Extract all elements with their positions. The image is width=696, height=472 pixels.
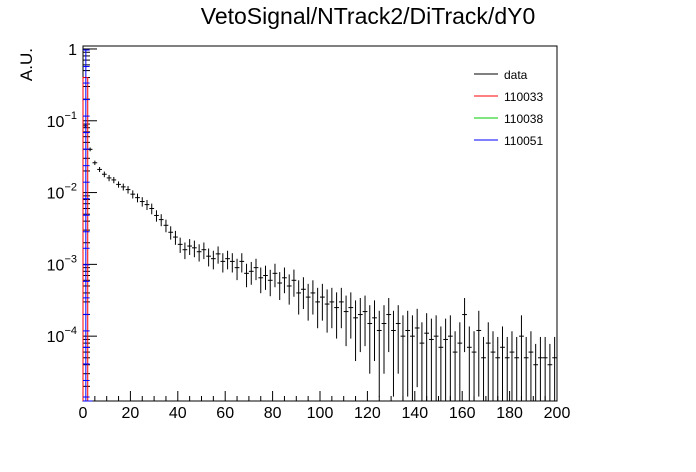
x-tick-label: 80 (264, 405, 282, 422)
y-tick-label: 10−2 (47, 182, 77, 203)
y-axis-label: A.U. (17, 48, 36, 81)
x-tick-label: 200 (544, 405, 571, 422)
series-layer (82, 49, 557, 402)
x-tick-label: 0 (79, 405, 88, 422)
y-tick-base: 10 (47, 186, 65, 203)
x-tick-label: 20 (122, 405, 140, 422)
y-tick-base: 10 (47, 329, 65, 346)
y-tick-label: 10−4 (47, 325, 77, 346)
x-tick-label: 100 (307, 405, 334, 422)
x-tick-label: 160 (449, 405, 476, 422)
chart-title: VetoSignal/NTrack2/DiTrack/dY0 (201, 3, 536, 29)
x-tick-label: 140 (401, 405, 428, 422)
y-tick-base: 10 (47, 114, 65, 131)
x-tick-label: 120 (354, 405, 381, 422)
y-tick-exponent: −3 (64, 253, 77, 265)
legend-label: 110051 (504, 134, 543, 148)
x-tick-label: 180 (496, 405, 523, 422)
y-tick-label: 1 (68, 42, 77, 59)
legend-label: 110033 (504, 90, 543, 104)
series-110051 (83, 49, 93, 402)
legend: data 110033 110038 110051 (474, 68, 543, 148)
series-data (83, 124, 557, 401)
y-tick-label: 10−1 (47, 110, 77, 131)
y-tick-base: 10 (47, 257, 65, 274)
y-tick-exponent: −4 (64, 325, 77, 337)
y-tick-base: 1 (68, 42, 77, 59)
y-axis: 110−110−210−310−4 (47, 42, 97, 387)
x-tick-label: 40 (169, 405, 187, 422)
y-tick-exponent: −2 (64, 182, 77, 194)
x-axis: 0 20 40 60 80 100 120 140 160 180 200 (79, 391, 571, 422)
legend-label: 110038 (504, 112, 543, 126)
y-tick-exponent: −1 (64, 110, 77, 122)
x-tick-label: 60 (216, 405, 234, 422)
legend-label: data (504, 68, 528, 82)
y-tick-label: 10−3 (47, 253, 77, 274)
